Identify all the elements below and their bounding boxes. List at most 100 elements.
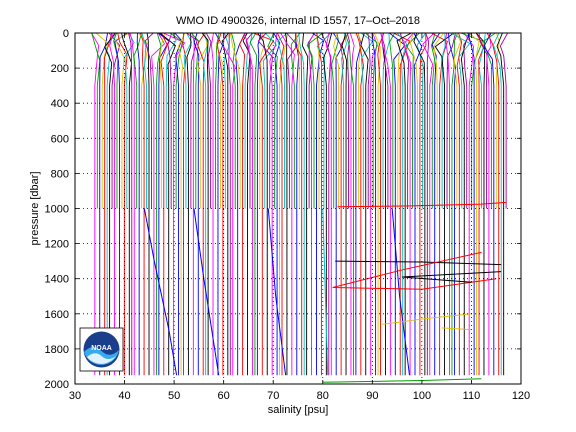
grid xyxy=(75,33,521,384)
profile-line xyxy=(482,33,496,209)
deep-segment-line xyxy=(335,260,502,266)
profile-line xyxy=(373,33,381,209)
profile-line xyxy=(355,33,364,209)
profile-line xyxy=(467,33,475,209)
y-tick-label: 400 xyxy=(51,98,69,110)
noaa-logo: NOAA xyxy=(79,327,124,372)
profile-line xyxy=(486,33,492,209)
profile-line xyxy=(380,33,389,209)
profile-line xyxy=(155,33,162,209)
y-tick-label: 2000 xyxy=(45,379,69,391)
y-tick-label: 800 xyxy=(51,168,69,180)
profile-line xyxy=(144,33,154,209)
profile-line xyxy=(357,33,362,209)
chart-title: WMO ID 4900326, internal ID 1557, 17–Oct… xyxy=(176,15,420,27)
profile-line xyxy=(294,33,300,209)
profile-line xyxy=(294,33,303,209)
profile-line xyxy=(169,33,183,209)
profile-line xyxy=(114,33,130,209)
profile-line xyxy=(483,33,495,209)
profile-line xyxy=(201,33,209,209)
profile-line xyxy=(308,33,315,209)
profile-line xyxy=(177,33,186,209)
profile-line xyxy=(136,33,140,209)
profile-line xyxy=(159,33,166,209)
profile-line xyxy=(157,33,170,209)
x-tick-label: 100 xyxy=(413,390,431,402)
profile-line xyxy=(445,33,450,209)
y-tick-label: 1400 xyxy=(45,274,69,286)
profile-line xyxy=(344,33,354,209)
profile-line xyxy=(160,33,168,209)
profile-line xyxy=(133,33,142,209)
profile-line xyxy=(425,33,430,209)
y-axis-title: pressure [dbar] xyxy=(29,172,41,246)
x-axis-title: salinity [psu] xyxy=(268,404,329,416)
profile-lines xyxy=(91,33,509,376)
profile-line xyxy=(409,33,418,209)
deep-segment-line xyxy=(332,251,497,290)
x-tick-label: 80 xyxy=(317,390,329,402)
profile-line xyxy=(496,33,505,209)
profile-line xyxy=(139,33,145,209)
profile-line xyxy=(249,33,258,209)
profile-line xyxy=(499,33,509,209)
profile-line xyxy=(433,33,445,209)
y-tick-label: 1200 xyxy=(45,239,69,251)
deep-segment-line xyxy=(267,208,287,376)
profile-line xyxy=(346,33,350,209)
profile-line xyxy=(360,33,369,209)
profile-line xyxy=(192,33,195,209)
deep-segment-line xyxy=(337,201,507,208)
profile-line xyxy=(431,33,441,209)
profile-line xyxy=(450,33,471,209)
profile-line xyxy=(159,33,177,209)
profile-line xyxy=(441,33,446,209)
profile-line xyxy=(141,33,147,209)
profile-line xyxy=(228,33,231,209)
profile-line xyxy=(463,33,472,209)
profile-line xyxy=(413,33,426,209)
profile-line xyxy=(216,33,224,209)
profile-line xyxy=(389,33,396,209)
profile-line xyxy=(165,33,177,209)
profile-line xyxy=(231,33,236,209)
profile-line xyxy=(448,33,457,209)
deep-segment-line xyxy=(322,208,329,376)
profile-line xyxy=(323,33,333,209)
profile-line xyxy=(257,33,273,209)
profile-line xyxy=(393,33,411,209)
noaa-logo-bird-wave xyxy=(87,353,116,364)
profile-line xyxy=(355,33,362,209)
profile-line xyxy=(91,33,100,209)
profile-line xyxy=(389,33,406,209)
profile-line xyxy=(422,33,435,209)
profile-line xyxy=(117,33,128,209)
profile-line xyxy=(431,33,436,209)
profile-line xyxy=(205,33,212,209)
profile-line xyxy=(456,33,463,209)
profile-line xyxy=(371,33,377,209)
profile-line xyxy=(341,33,347,209)
profile-line xyxy=(316,33,320,209)
profile-line xyxy=(434,33,455,209)
profile-line xyxy=(183,33,193,209)
profile-line xyxy=(190,33,199,209)
profile-line xyxy=(492,33,502,209)
x-tick-label: 120 xyxy=(512,390,530,402)
profile-line xyxy=(109,33,115,209)
profile-line xyxy=(280,33,295,209)
profile-line xyxy=(382,33,390,209)
y-tick-label: 600 xyxy=(51,133,69,145)
profile-line xyxy=(186,33,192,209)
profile-line xyxy=(333,33,340,209)
x-tick-label: 70 xyxy=(267,390,279,402)
profile-line xyxy=(475,33,486,209)
profile-line xyxy=(276,33,285,209)
profile-line xyxy=(104,33,116,209)
profile-line xyxy=(202,33,209,209)
profile-line xyxy=(279,33,289,209)
y-tick-label: 1600 xyxy=(45,309,69,321)
deep-segment-line xyxy=(402,271,502,283)
